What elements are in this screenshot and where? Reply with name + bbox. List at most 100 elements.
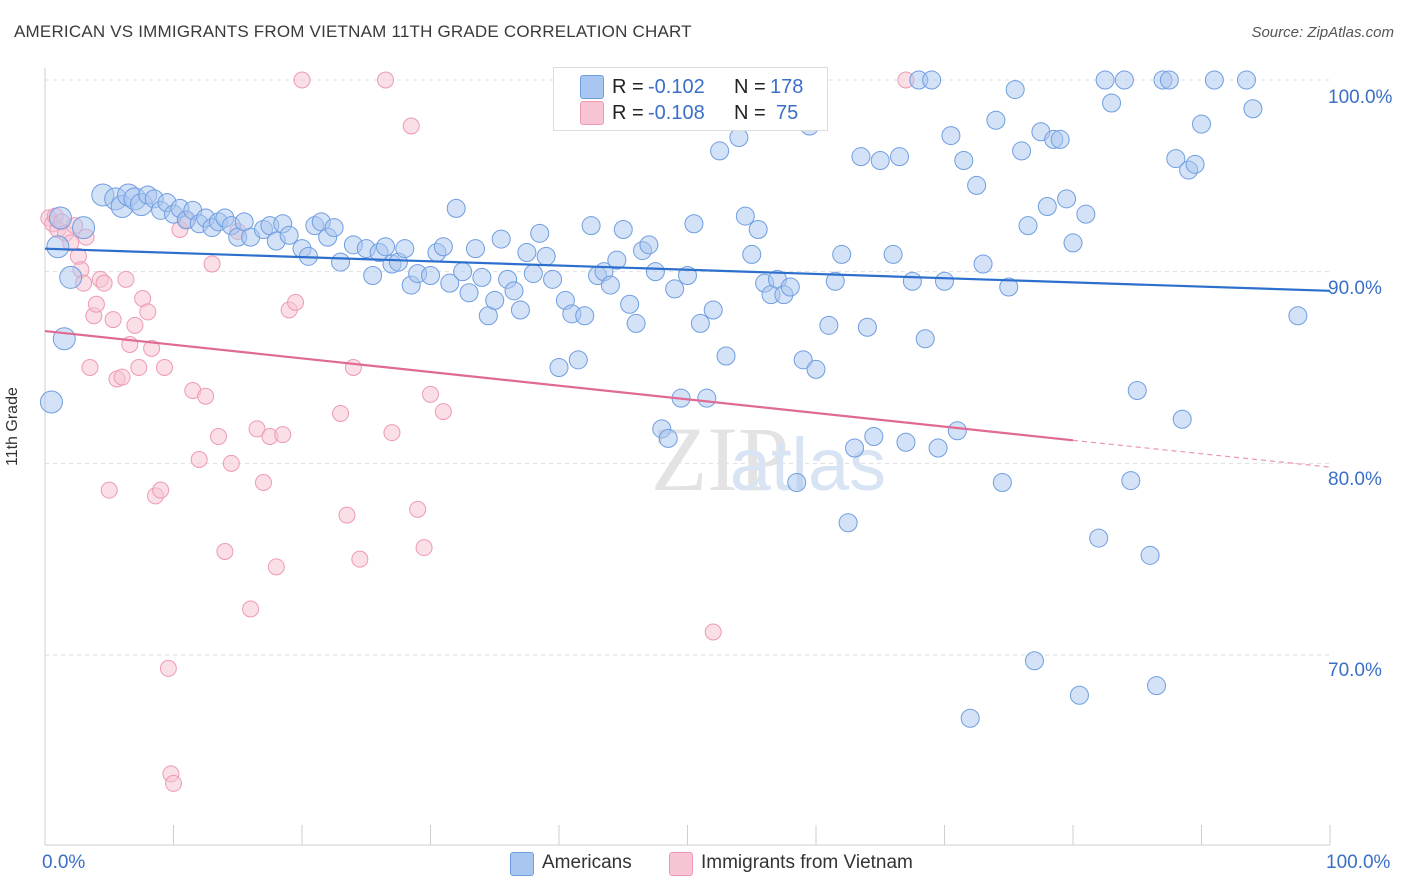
point-vietnam — [242, 600, 260, 618]
point-american — [363, 266, 383, 285]
bottom-legend-label-americans: Americans — [542, 852, 632, 873]
chart-title: AMERICAN VS IMMIGRANTS FROM VIETNAM 11TH… — [14, 22, 692, 41]
legend-r-value: -0.102 — [648, 75, 705, 98]
point-american — [883, 244, 903, 264]
series-americans — [39, 70, 1308, 728]
point-american — [504, 281, 524, 301]
point-american — [1024, 651, 1044, 671]
point-american — [1166, 149, 1186, 169]
point-american — [485, 290, 505, 310]
point-american — [279, 225, 299, 245]
point-american — [510, 300, 530, 320]
point-american — [954, 151, 974, 170]
point-american — [793, 350, 813, 370]
point-american — [530, 223, 550, 243]
point-vietnam — [87, 295, 105, 313]
point-american — [581, 216, 601, 236]
point-american — [710, 141, 730, 161]
point-american — [896, 432, 916, 452]
point-american — [453, 262, 473, 282]
point-american — [832, 244, 852, 264]
legend-n-value: 178 — [770, 75, 804, 98]
point-vietnam — [190, 451, 208, 468]
point-vietnam — [139, 303, 157, 321]
point-american — [1057, 189, 1077, 209]
point-american — [947, 421, 967, 441]
point-american — [52, 327, 76, 351]
point-american — [742, 244, 762, 264]
point-vietnam — [254, 474, 272, 491]
point-american — [806, 359, 826, 379]
bottom-legend-label-vietnam: Immigrants from Vietnam — [701, 852, 913, 873]
grid-lines — [45, 79, 1330, 656]
axes — [44, 68, 1331, 846]
x-tick-min: 0.0% — [42, 852, 86, 873]
point-american — [39, 390, 63, 414]
point-american — [491, 229, 511, 249]
point-american — [1185, 154, 1205, 174]
point-american — [459, 283, 479, 303]
point-american — [838, 513, 858, 533]
point-vietnam — [704, 623, 722, 641]
point-american — [967, 175, 987, 195]
point-american — [626, 313, 646, 333]
point-vietnam — [415, 539, 433, 557]
point-american — [1089, 528, 1109, 548]
point-vietnam — [130, 359, 148, 376]
legend-r-label: R = — [612, 75, 644, 98]
point-vietnam — [344, 359, 362, 376]
point-vietnam — [377, 71, 395, 89]
point-american — [986, 110, 1006, 130]
point-american — [324, 218, 344, 238]
point-american — [536, 246, 556, 266]
point-vietnam — [422, 385, 439, 403]
point-american — [1012, 141, 1032, 161]
y-tick-100: 100.0% — [1328, 87, 1393, 108]
point-american — [1159, 70, 1179, 90]
point-american — [1076, 204, 1096, 224]
point-vietnam — [209, 428, 227, 445]
point-american — [973, 254, 993, 274]
point-american — [902, 271, 922, 291]
point-american — [735, 206, 755, 226]
point-american — [620, 294, 640, 314]
legend-n-value: 75 — [776, 101, 799, 124]
legend-swatch-vietnam — [580, 101, 604, 125]
legend-swatch-americans — [580, 75, 604, 99]
point-american — [1069, 685, 1089, 705]
point-american — [446, 198, 466, 218]
point-vietnam — [100, 481, 118, 499]
point-american — [1063, 233, 1083, 253]
point-vietnam — [383, 424, 401, 442]
point-american — [1140, 545, 1160, 565]
point-american — [825, 271, 845, 291]
point-vietnam — [152, 481, 170, 499]
point-american — [729, 128, 749, 147]
point-american — [600, 275, 620, 295]
point-american — [48, 206, 72, 230]
point-american — [697, 388, 717, 408]
point-american — [568, 350, 588, 370]
watermark-zip: ZIP — [651, 408, 789, 510]
trend-lines — [44, 247, 1331, 468]
point-vietnam — [159, 659, 177, 677]
point-american — [331, 252, 351, 272]
point-vietnam — [338, 506, 356, 524]
point-vietnam — [351, 550, 369, 568]
point-american — [575, 306, 595, 326]
legend-stats: R = -0.102 N = 178 R = -0.108 N = 75 — [553, 67, 828, 131]
point-vietnam — [222, 454, 240, 472]
point-vietnam — [402, 117, 420, 135]
point-vietnam — [113, 368, 131, 386]
point-vietnam — [216, 543, 234, 560]
point-american — [870, 151, 890, 170]
point-american — [819, 315, 839, 335]
y-axis-label: 11th Grade — [4, 387, 21, 466]
bottom-legend-swatch-americans — [510, 852, 534, 876]
x-tick-max: 100.0% — [1326, 852, 1391, 873]
point-american — [517, 243, 537, 262]
point-vietnam — [197, 387, 215, 405]
point-american — [1095, 70, 1115, 90]
point-american — [607, 250, 627, 270]
